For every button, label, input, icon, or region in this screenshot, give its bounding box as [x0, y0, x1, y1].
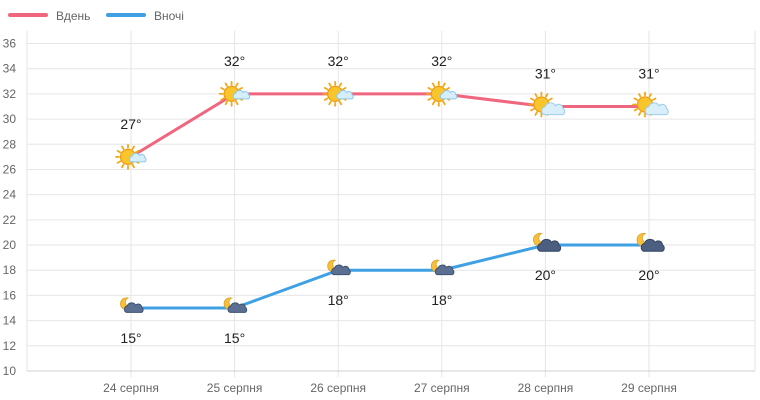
- data-label: 27°: [120, 116, 141, 132]
- x-tick-label: 24 серпня: [103, 381, 159, 395]
- legend-swatch-day: [8, 13, 48, 17]
- series-line-day: [129, 92, 651, 159]
- series-day: 27° 32° 32° 32° 31° 31°: [115, 53, 669, 170]
- data-label: 32°: [328, 53, 349, 69]
- sun-cloud-icon: [528, 91, 566, 118]
- x-tick-label: 25 серпня: [207, 381, 263, 395]
- y-tick-label: 18: [3, 263, 17, 277]
- legend-swatch-night: [106, 13, 146, 17]
- moon-cloud-icon: [430, 259, 455, 276]
- x-tick-label: 28 серпня: [518, 381, 574, 395]
- sun-partly-cloudy-icon: [322, 80, 354, 107]
- y-tick-label: 16: [3, 288, 17, 302]
- data-label: 20°: [535, 267, 556, 283]
- y-tick-label: 30: [3, 112, 17, 126]
- series: 27° 32° 32° 32° 31° 31° 15° 15° 18° 18° 20° 20°: [115, 53, 669, 346]
- grid: [26, 31, 756, 377]
- moon-cloud-icon: [120, 297, 144, 313]
- series-line-night: [129, 243, 651, 310]
- data-label: 15°: [224, 330, 245, 346]
- moon-cloud-icon: [223, 297, 248, 313]
- sun-partly-cloudy-icon: [218, 80, 251, 107]
- data-label: 31°: [535, 65, 556, 81]
- y-tick-label: 10: [3, 364, 17, 378]
- data-label: 32°: [224, 53, 245, 69]
- x-tick-label: 26 серпня: [310, 381, 366, 395]
- legend-item-night[interactable]: Вночі: [106, 9, 184, 23]
- x-tick-label: 27 серпня: [414, 381, 470, 395]
- axes: 10 12 14 16 18 20 22 24 26 28 30 32 34 36 24 серпня 25 …: [3, 37, 755, 395]
- y-tick-label: 22: [3, 213, 17, 227]
- y-tick-label: 36: [3, 37, 17, 51]
- legend-label-night: Вночі: [154, 9, 184, 23]
- y-tick-label: 24: [3, 188, 17, 202]
- x-tick-label: 29 серпня: [621, 381, 677, 395]
- y-tick-label: 14: [3, 314, 17, 328]
- moon-dark-cloud-icon: [533, 232, 562, 252]
- y-tick-label: 32: [3, 87, 17, 101]
- data-label: 18°: [431, 292, 452, 308]
- y-tick-label: 20: [3, 238, 17, 252]
- sun-partly-cloudy-icon: [115, 143, 147, 170]
- data-label: 31°: [638, 65, 659, 81]
- y-tick-label: 28: [3, 137, 17, 151]
- moon-cloud-icon: [327, 259, 351, 276]
- y-tick-label: 26: [3, 162, 17, 176]
- series-night: 15° 15° 18° 18° 20° 20°: [120, 232, 665, 346]
- y-tick-label: 34: [3, 62, 17, 76]
- data-label: 15°: [120, 330, 141, 346]
- legend-item-day[interactable]: Вдень: [8, 9, 90, 23]
- y-tick-label: 12: [3, 339, 17, 353]
- moon-dark-cloud-icon: [636, 232, 665, 252]
- data-label: 18°: [328, 292, 349, 308]
- data-label: 32°: [431, 53, 452, 69]
- data-label: 20°: [638, 267, 659, 283]
- sun-cloud-icon: [632, 91, 669, 118]
- sun-partly-cloudy-icon: [425, 80, 458, 107]
- legend-label-day: Вдень: [56, 9, 90, 23]
- legend: Вдень Вночі: [8, 9, 184, 23]
